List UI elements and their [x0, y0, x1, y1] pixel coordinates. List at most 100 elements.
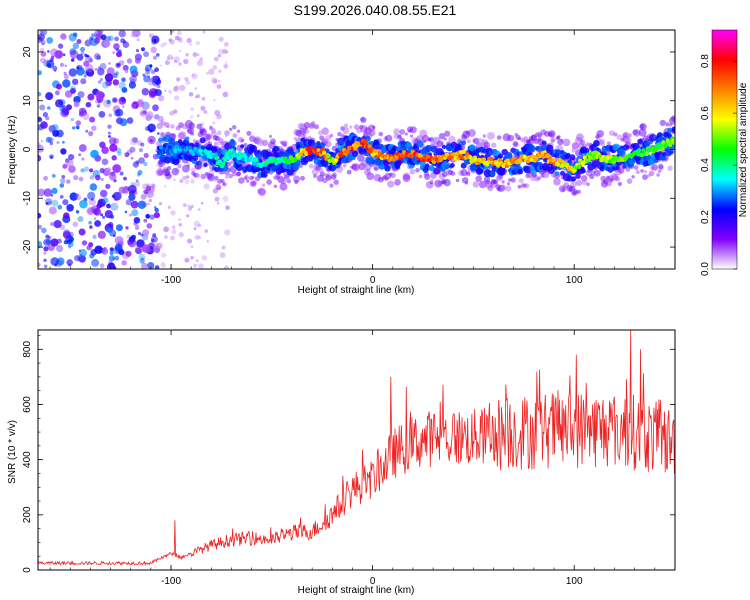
- noise-blob: [104, 40, 111, 47]
- ridge-halo: [342, 127, 350, 135]
- noise-blob: [107, 227, 113, 234]
- noise-blob: [98, 199, 103, 205]
- ridge-core: [481, 157, 486, 162]
- noise-blob: [50, 238, 59, 247]
- ridge-halo: [160, 132, 165, 137]
- ridge-halo: [232, 171, 237, 177]
- noise-blob: [193, 227, 197, 231]
- noise-blob: [125, 199, 132, 206]
- ridge-halo: [606, 141, 611, 146]
- noise-blob: [38, 240, 43, 249]
- noise-blob: [116, 147, 122, 154]
- ridge-halo: [224, 130, 230, 136]
- ridge-band: [377, 143, 384, 150]
- noise-blob: [122, 41, 130, 48]
- noise-blob: [160, 43, 165, 48]
- ridge-core: [304, 151, 309, 156]
- noise-blob: [127, 238, 134, 245]
- noise-blob: [173, 178, 176, 182]
- noise-blob: [200, 105, 206, 111]
- snr-ticks: -100 0 100 0 200 400 600 800: [22, 330, 676, 587]
- noise-blob: [40, 121, 48, 129]
- noise-blob: [143, 152, 149, 159]
- ridge-halo: [483, 141, 491, 149]
- noise-blob: [212, 78, 218, 84]
- noise-blob: [84, 53, 88, 58]
- noise-blob: [43, 258, 47, 262]
- noise-blob: [46, 239, 52, 245]
- noise-blob: [115, 108, 124, 117]
- ridge-band: [591, 160, 599, 168]
- noise-blob: [213, 99, 216, 102]
- noise-blob: [106, 167, 112, 172]
- ridge-halo: [648, 170, 655, 177]
- noise-blob: [51, 187, 58, 194]
- noise-blob: [174, 95, 180, 101]
- noise-blob: [187, 238, 193, 244]
- noise-blob: [174, 59, 178, 63]
- ridge-halo: [506, 182, 511, 186]
- ridge-halo: [228, 173, 233, 179]
- noise-blob: [178, 49, 181, 53]
- ridge-band: [441, 144, 447, 149]
- ridge-halo: [214, 176, 219, 180]
- ridge-halo: [177, 164, 182, 168]
- noise-blob: [117, 151, 122, 156]
- noise-blob: [203, 110, 208, 114]
- ridge-core: [496, 163, 501, 168]
- noise-blob: [136, 100, 144, 108]
- noise-blob: [65, 158, 74, 168]
- noise-blob: [102, 197, 109, 204]
- ridge-halo: [639, 123, 647, 131]
- noise-blob: [48, 206, 57, 215]
- ridge-band: [632, 142, 640, 151]
- noise-blob: [95, 90, 104, 99]
- noise-blob: [93, 217, 97, 220]
- noise-blob: [124, 210, 128, 214]
- noise-blob: [55, 90, 60, 96]
- noise-blob: [148, 198, 152, 203]
- ridge-halo: [385, 134, 393, 142]
- ridge-halo: [266, 179, 272, 185]
- noise-blob: [143, 51, 150, 58]
- noise-blob: [109, 266, 114, 269]
- noise-blob: [225, 205, 230, 210]
- ridge-halo: [372, 125, 376, 129]
- ridge-halo: [220, 178, 225, 184]
- ridge-halo: [616, 134, 623, 141]
- ridge-band: [569, 154, 576, 161]
- ridge-halo: [475, 175, 483, 182]
- noise-blob: [130, 33, 135, 38]
- noise-blob: [212, 121, 216, 125]
- ridge-core: [586, 157, 592, 162]
- noise-blob: [183, 58, 189, 65]
- noise-blob: [151, 238, 155, 243]
- noise-blob: [147, 135, 156, 145]
- ridge-halo: [157, 169, 164, 176]
- noise-blob: [145, 213, 151, 219]
- y-tick-label: 200: [22, 506, 33, 523]
- noise-blob: [130, 103, 137, 109]
- ridge-band: [419, 161, 426, 167]
- ridge-halo: [638, 128, 647, 137]
- ridge-halo: [243, 143, 248, 147]
- noise-blob: [149, 129, 153, 133]
- ridge-band: [560, 170, 565, 176]
- noise-blob: [218, 36, 224, 42]
- noise-blob: [99, 263, 105, 269]
- noise-blob: [134, 225, 140, 230]
- noise-blob: [63, 212, 70, 219]
- noise-blob: [43, 251, 47, 255]
- noise-blob: [192, 52, 198, 58]
- colorbar-tick-label: 0.2: [700, 210, 711, 224]
- noise-blob: [45, 116, 50, 121]
- ridge-halo: [659, 119, 666, 126]
- noise-blob: [118, 186, 126, 194]
- noise-blob: [184, 257, 190, 263]
- ridge-core: [254, 158, 259, 163]
- ridge-halo: [635, 170, 640, 174]
- noise-blob: [91, 125, 97, 131]
- noise-blob: [56, 244, 64, 253]
- noise-blob: [136, 38, 140, 42]
- ridge-band: [316, 141, 321, 146]
